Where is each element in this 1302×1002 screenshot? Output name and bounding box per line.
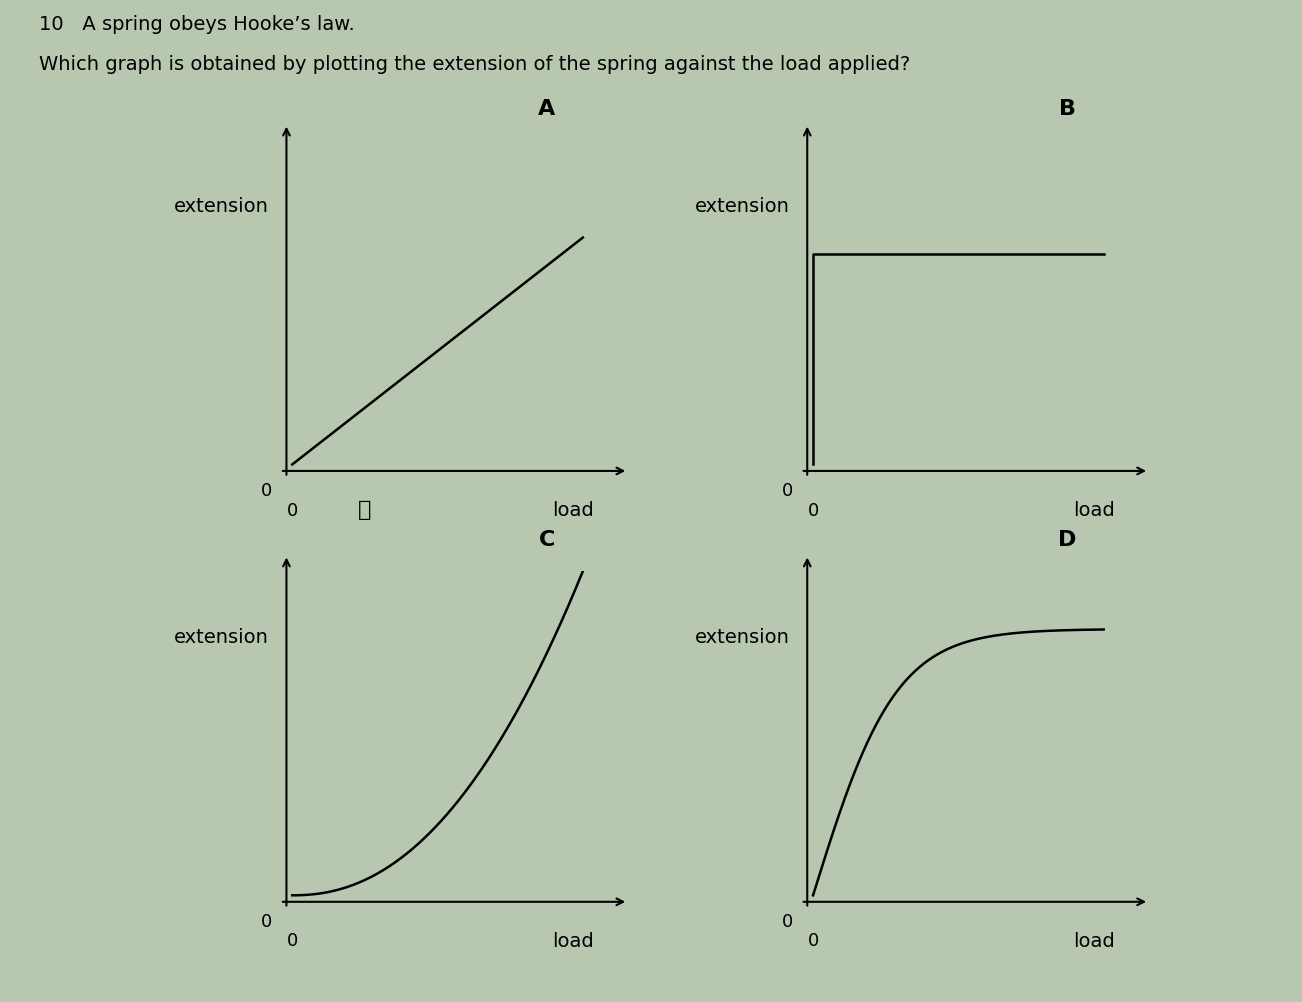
- Text: D: D: [1059, 530, 1077, 550]
- Text: load: load: [552, 932, 594, 951]
- Text: 0: 0: [809, 502, 819, 520]
- Text: 0: 0: [288, 502, 298, 520]
- Text: extension: extension: [174, 197, 268, 215]
- Text: extension: extension: [695, 197, 789, 215]
- Text: extension: extension: [695, 628, 789, 646]
- Text: 0: 0: [288, 933, 298, 951]
- Text: ⌶: ⌶: [358, 500, 371, 520]
- Text: load: load: [552, 501, 594, 520]
- Text: 10   A spring obeys Hooke’s law.: 10 A spring obeys Hooke’s law.: [39, 15, 355, 34]
- Text: B: B: [1059, 99, 1077, 119]
- Text: extension: extension: [174, 628, 268, 646]
- Text: Which graph is obtained by plotting the extension of the spring against the load: Which graph is obtained by plotting the …: [39, 55, 910, 74]
- Text: 0: 0: [809, 933, 819, 951]
- Text: 0: 0: [262, 913, 272, 931]
- Text: 0: 0: [783, 482, 793, 500]
- Text: 0: 0: [262, 482, 272, 500]
- Text: load: load: [1073, 501, 1115, 520]
- Text: 0: 0: [783, 913, 793, 931]
- Text: C: C: [539, 530, 555, 550]
- Text: load: load: [1073, 932, 1115, 951]
- Text: A: A: [538, 99, 556, 119]
